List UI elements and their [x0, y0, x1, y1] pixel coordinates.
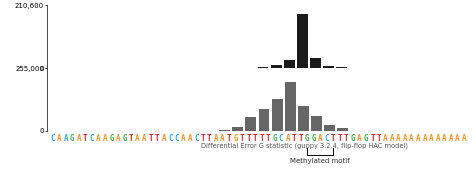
Text: A: A [135, 134, 140, 143]
Text: T: T [331, 134, 336, 143]
Bar [271, 65, 282, 68]
Bar [337, 67, 347, 68]
Text: T: T [299, 134, 303, 143]
Text: C: C [325, 134, 329, 143]
Text: A: A [383, 134, 388, 143]
Text: T: T [337, 134, 342, 143]
Text: A: A [161, 134, 166, 143]
Bar [284, 60, 295, 68]
Text: T: T [253, 134, 257, 143]
Text: T: T [377, 134, 382, 143]
Text: T: T [148, 134, 153, 143]
Text: A: A [318, 134, 323, 143]
Text: A: A [57, 134, 62, 143]
Bar [258, 109, 269, 131]
Bar [337, 129, 348, 131]
Bar [219, 130, 230, 131]
Text: C: C [90, 134, 94, 143]
Text: C: C [279, 134, 283, 143]
Text: A: A [436, 134, 440, 143]
Text: A: A [357, 134, 362, 143]
Text: T: T [227, 134, 231, 143]
Text: C: C [168, 134, 173, 143]
Text: T: T [155, 134, 159, 143]
Text: C: C [194, 134, 199, 143]
Text: A: A [462, 134, 466, 143]
Text: A: A [429, 134, 434, 143]
Bar [298, 106, 309, 131]
Text: A: A [442, 134, 447, 143]
Text: T: T [240, 134, 244, 143]
Bar [285, 82, 296, 131]
Text: A: A [285, 134, 290, 143]
Text: T: T [83, 134, 88, 143]
Text: C: C [50, 134, 55, 143]
Text: A: A [116, 134, 120, 143]
Bar [232, 127, 243, 131]
Text: T: T [292, 134, 297, 143]
Text: G: G [122, 134, 127, 143]
Bar [246, 117, 256, 131]
Bar [323, 66, 334, 68]
Text: Differential Error G statistic (guppy 3.1.2): Differential Error G statistic (guppy 3.… [261, 79, 399, 86]
Text: A: A [410, 134, 414, 143]
Text: A: A [448, 134, 453, 143]
Text: A: A [64, 134, 68, 143]
Text: G: G [273, 134, 277, 143]
Text: A: A [220, 134, 225, 143]
Text: A: A [214, 134, 218, 143]
Text: T: T [370, 134, 375, 143]
Text: A: A [416, 134, 420, 143]
Text: T: T [246, 134, 251, 143]
Text: T: T [344, 134, 349, 143]
Text: T: T [266, 134, 271, 143]
Text: T: T [129, 134, 133, 143]
Text: A: A [96, 134, 101, 143]
Bar [272, 99, 283, 131]
Text: A: A [396, 134, 401, 143]
Text: A: A [403, 134, 408, 143]
Text: A: A [390, 134, 394, 143]
Bar [324, 125, 335, 131]
Text: T: T [201, 134, 205, 143]
Text: A: A [422, 134, 427, 143]
Bar [311, 116, 322, 131]
Text: G: G [311, 134, 316, 143]
Text: G: G [233, 134, 238, 143]
Text: A: A [188, 134, 192, 143]
Text: Differential Error G statistic (guppy 3.2.4, flip-flop HAC model): Differential Error G statistic (guppy 3.… [201, 142, 408, 149]
Text: G: G [109, 134, 114, 143]
Text: Methylated motif: Methylated motif [291, 158, 350, 164]
Bar [310, 58, 321, 68]
Bar [257, 67, 268, 68]
Text: G: G [364, 134, 368, 143]
Text: C: C [174, 134, 179, 143]
Text: A: A [181, 134, 186, 143]
Text: T: T [207, 134, 212, 143]
Text: G: G [351, 134, 356, 143]
Bar [297, 15, 308, 68]
Text: G: G [70, 134, 75, 143]
Text: A: A [77, 134, 81, 143]
Text: T: T [259, 134, 264, 143]
Text: A: A [103, 134, 107, 143]
Text: G: G [305, 134, 310, 143]
Text: A: A [455, 134, 460, 143]
Text: A: A [142, 134, 146, 143]
